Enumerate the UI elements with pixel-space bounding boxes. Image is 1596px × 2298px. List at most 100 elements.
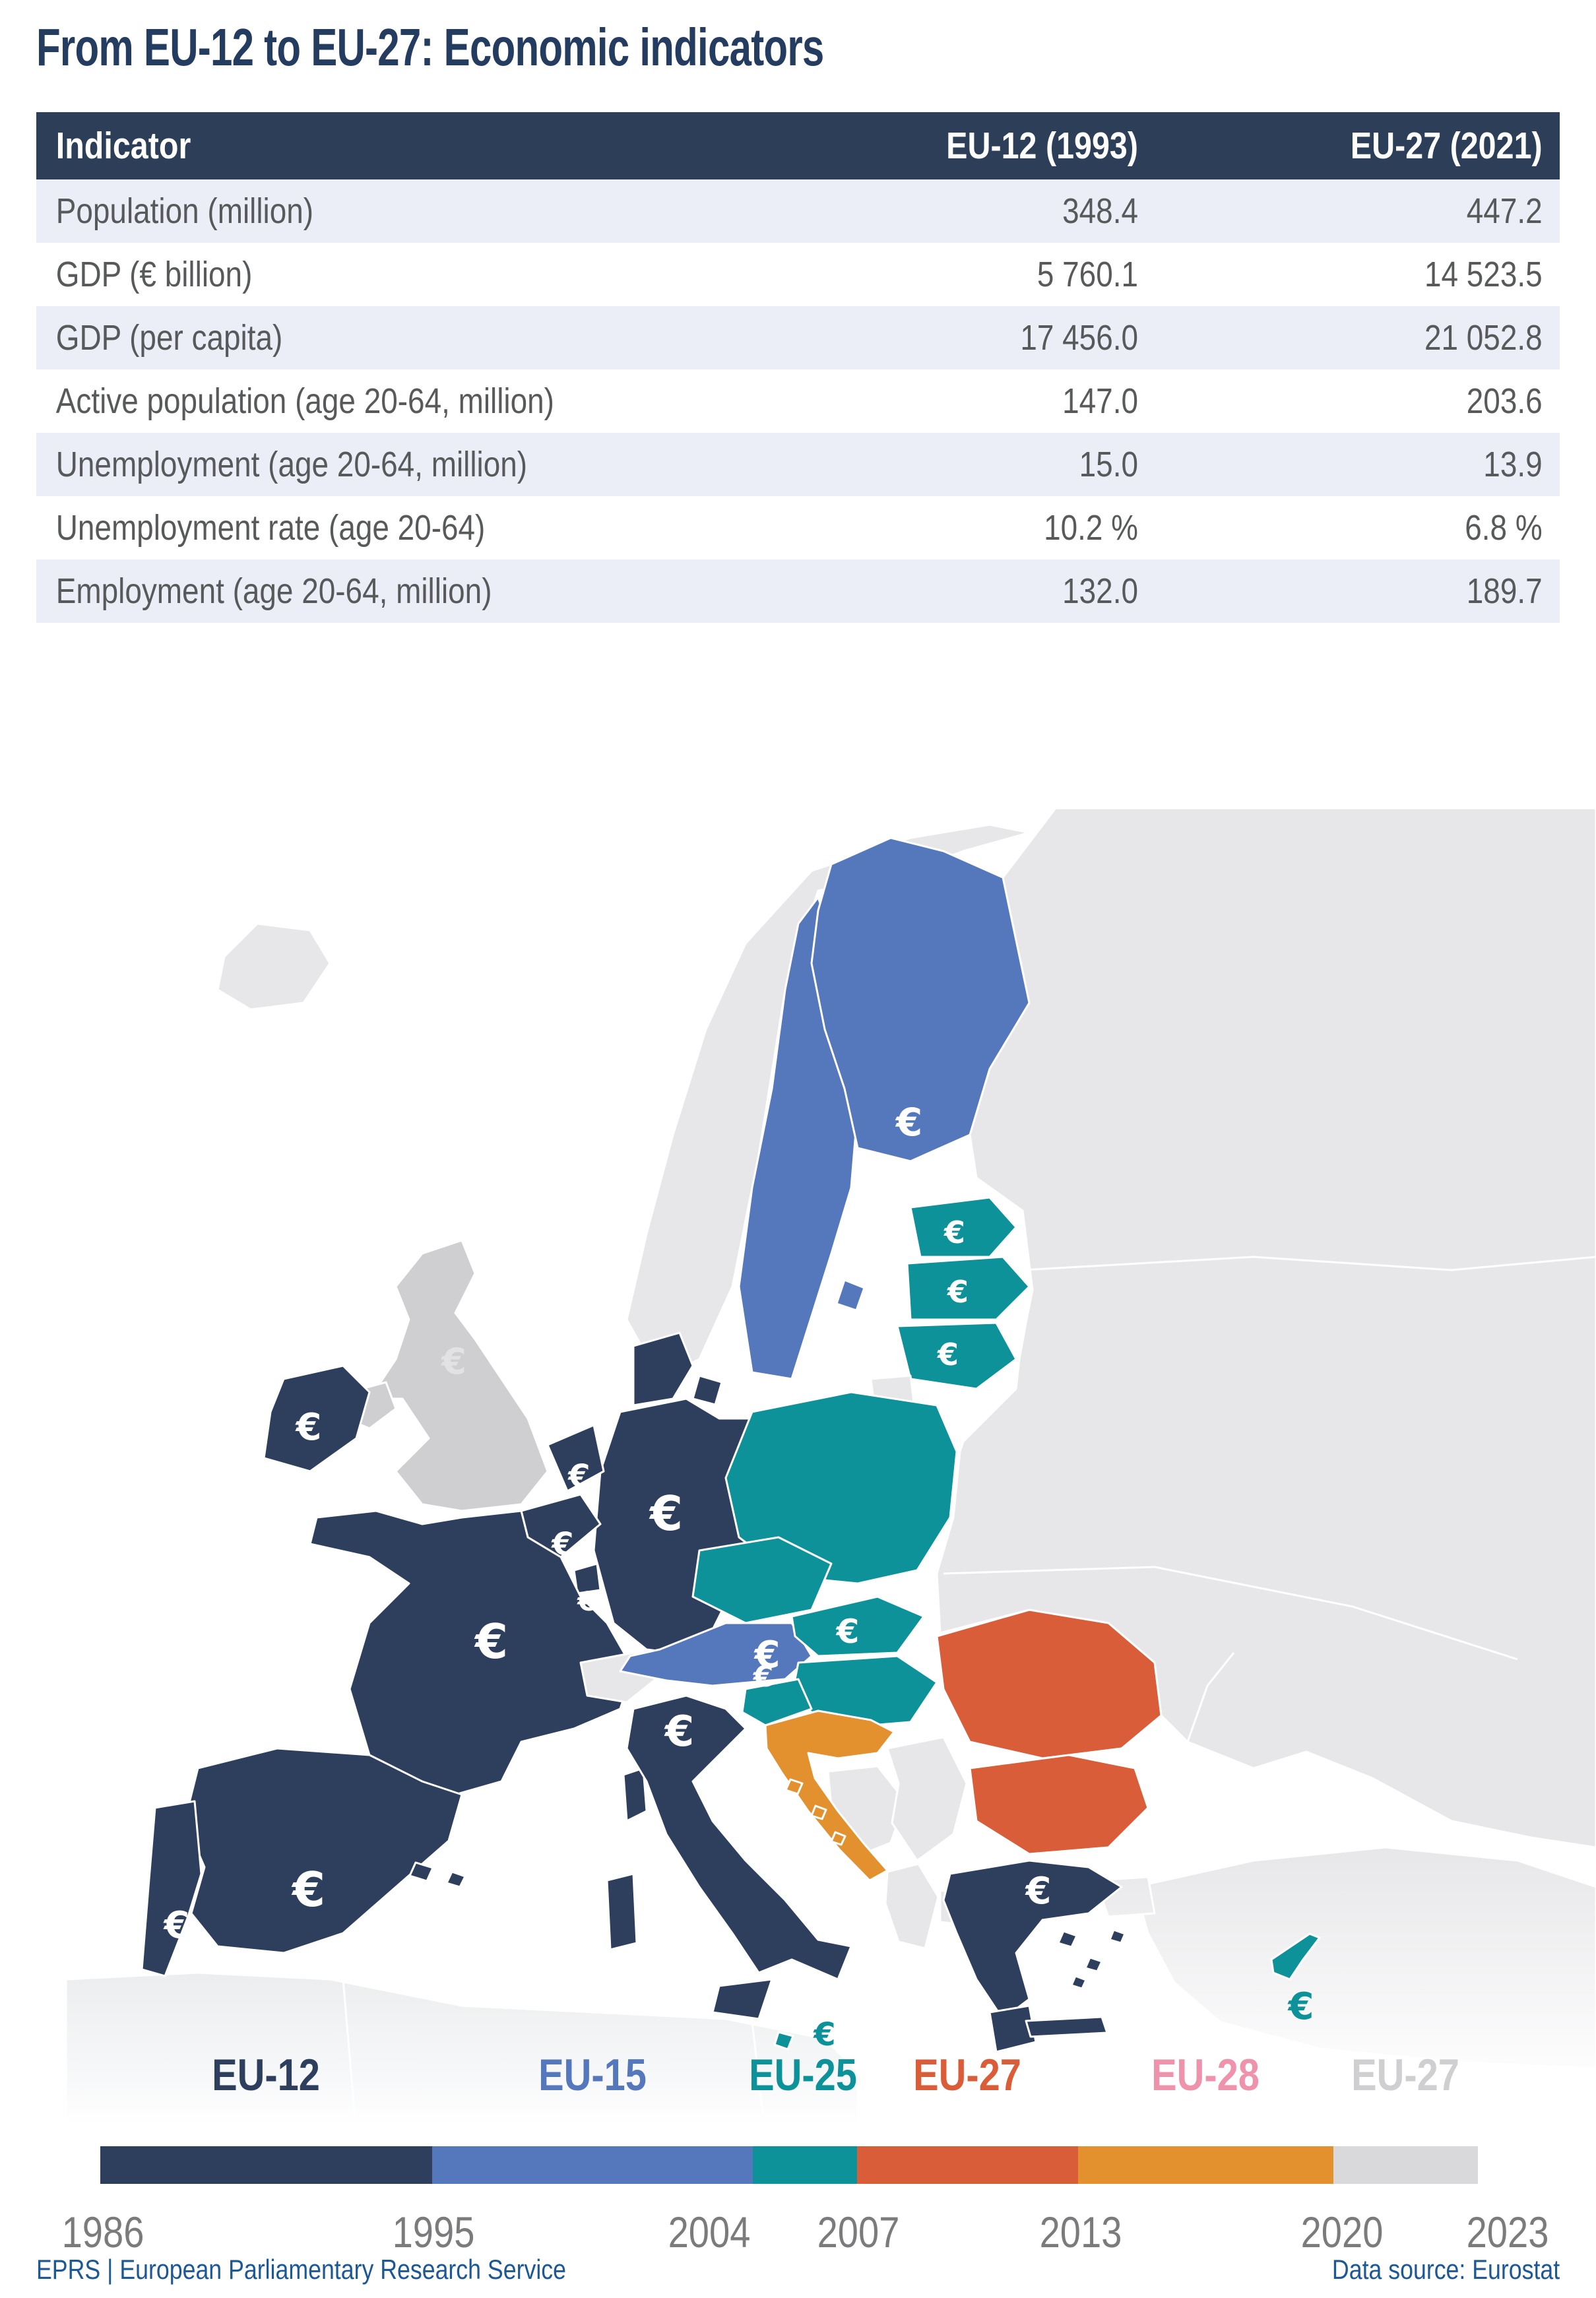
footer-credit: EPRS | European Parliamentary Research S… — [36, 2254, 566, 2285]
euro-icon-greece: € — [1025, 1870, 1052, 1913]
country-greece — [942, 1859, 1123, 2020]
country-spain — [183, 1747, 463, 1954]
indicators-table: Indicator EU-12 (1993) EU-27 (2021) Popu… — [36, 112, 1560, 623]
island-crete — [1025, 2016, 1108, 2038]
island-gotland — [835, 1279, 866, 1312]
euro-icon-uk: € — [440, 1341, 466, 1382]
table-row-gdp: GDP (€ billion) 5 760.1 14 523.5 — [55, 255, 1543, 294]
euro-icon-estonia: € — [943, 1215, 965, 1250]
col-header-eu27: EU-27 (2021) — [1350, 125, 1543, 167]
legend-label-eu27: EU-27 — [913, 2050, 1021, 2100]
col-header-indicator: Indicator — [55, 125, 191, 167]
euro-icon-portugal: € — [163, 1904, 190, 1947]
country-romania — [936, 1609, 1163, 1760]
euro-icon-luxembourg: € — [577, 1587, 596, 1617]
euro-icon-ireland: € — [295, 1406, 322, 1449]
euro-icon-france: € — [474, 1614, 508, 1669]
table-row-unemployment: Unemployment (age 20-64, million) 15.0 1… — [36, 433, 1560, 496]
country-ireland — [263, 1364, 371, 1473]
table-row-population: Population (million) 348.4 447.2 — [36, 179, 1560, 243]
euro-icon-malta: € — [813, 2016, 835, 2053]
country-turkey — [1133, 1846, 1596, 2070]
country-austria — [619, 1622, 813, 1687]
table-header-row: Indicator EU-12 (1993) EU-27 (2021) — [36, 112, 1560, 179]
euro-icon-finland: € — [895, 1100, 922, 1145]
euro-icon-spain: € — [291, 1862, 325, 1917]
border-moldova — [1186, 1652, 1235, 1742]
region-north-africa — [65, 1971, 859, 2134]
euro-icon-latvia: € — [947, 1274, 969, 1310]
country-france — [309, 1510, 635, 1796]
legend-label-eu28: EU-28 — [1151, 2050, 1260, 2100]
legend-label-eu12: EU-12 — [212, 2050, 320, 2100]
year-2023: 2023 — [1466, 2208, 1549, 2256]
country-eastern-noneu — [936, 808, 1596, 1849]
country-czechia — [691, 1536, 833, 1624]
legend-label-eu15: EU-15 — [538, 2050, 647, 2100]
legend-label-eu25: EU-25 — [749, 2050, 857, 2100]
islands-aegean — [1057, 1929, 1126, 1990]
year-2013: 2013 — [1039, 2208, 1122, 2256]
timeline-segment-2020-2023 — [1333, 2146, 1478, 2184]
country-lithuania — [896, 1322, 1017, 1390]
legend-label-eu27-post: EU-27 — [1351, 2050, 1459, 2100]
croatia-islands — [784, 1778, 846, 1846]
year-2004: 2004 — [668, 2208, 751, 2256]
country-netherlands — [546, 1424, 605, 1492]
timeline-bar — [100, 2146, 1478, 2184]
timeline-segment-2013-2020 — [1078, 2146, 1333, 2184]
year-2007: 2007 — [817, 2208, 900, 2256]
country-finland — [810, 837, 1031, 1163]
country-slovakia — [790, 1595, 925, 1657]
euro-icon-croatia: € — [819, 1714, 843, 1752]
border-morocco-algeria — [342, 1979, 358, 2134]
island-malta — [773, 2031, 794, 2051]
island-sardinia — [606, 1872, 638, 1951]
country-slovenia — [741, 1678, 813, 1727]
page-title: From EU-12 to EU-27: Economic indicators — [36, 18, 824, 77]
table-row-unemployment-rate: Unemployment rate (age 20-64) 10.2 % 6.8… — [55, 508, 1543, 548]
islands-balearic — [408, 1861, 466, 1888]
table-row-active-population: Active population (age 20-64, million) 1… — [55, 381, 1543, 421]
country-poland — [724, 1391, 958, 1585]
timeline-segment-1986-1995 — [100, 2146, 432, 2184]
border-algeria-tunisia — [751, 2022, 767, 2134]
euro-icon-austria: € — [753, 1634, 781, 1676]
country-italy — [625, 1694, 852, 1981]
country-cyprus — [1270, 1932, 1321, 1981]
year-2020: 2020 — [1300, 2208, 1384, 2256]
euro-icon-slovakia: € — [836, 1612, 860, 1651]
euro-icon-cyprus: € — [1287, 1985, 1314, 2028]
region-peloponnese — [988, 2004, 1037, 2053]
border-russia-belarus — [1022, 1256, 1596, 1271]
country-bulgaria — [969, 1754, 1149, 1855]
euro-icon-italy: € — [664, 1708, 695, 1756]
euro-icon-germany: € — [649, 1486, 683, 1541]
year-1986: 1986 — [61, 2208, 144, 2256]
euro-icon-belgium: € — [551, 1526, 573, 1563]
country-iceland — [216, 922, 331, 1011]
country-latvia — [906, 1256, 1031, 1321]
euro-icon-netherlands: € — [567, 1458, 590, 1495]
country-portugal — [141, 1800, 203, 1977]
country-denmark — [632, 1331, 694, 1407]
timeline-segment-1995-2004 — [432, 2146, 753, 2184]
euro-icon-lithuania: € — [937, 1337, 959, 1372]
country-estonia — [909, 1196, 1017, 1258]
table-row-employment: Employment (age 20-64, million) 132.0 18… — [36, 559, 1560, 623]
country-serbia — [886, 1736, 968, 1862]
country-united-kingdom — [368, 1239, 549, 1512]
euro-icon-slovenia: € — [753, 1660, 774, 1694]
table-row-gdp-per-capita: GDP (per capita) 17 456.0 21 052.8 — [36, 306, 1560, 369]
island-corsica — [622, 1767, 648, 1822]
footer-datasource: Data source: Eurostat — [1331, 2254, 1560, 2285]
timeline-segment-2004-2007 — [753, 2146, 857, 2184]
country-albania-montenegro — [884, 1863, 940, 1950]
timeline-segment-2007-2013 — [857, 2146, 1078, 2184]
border-belarus-ukraine — [943, 1566, 1518, 1661]
island-sicily — [711, 1978, 773, 2020]
col-header-eu12: EU-12 (1993) — [946, 125, 1138, 167]
island-zealand — [691, 1374, 723, 1406]
country-croatia — [764, 1709, 895, 1882]
